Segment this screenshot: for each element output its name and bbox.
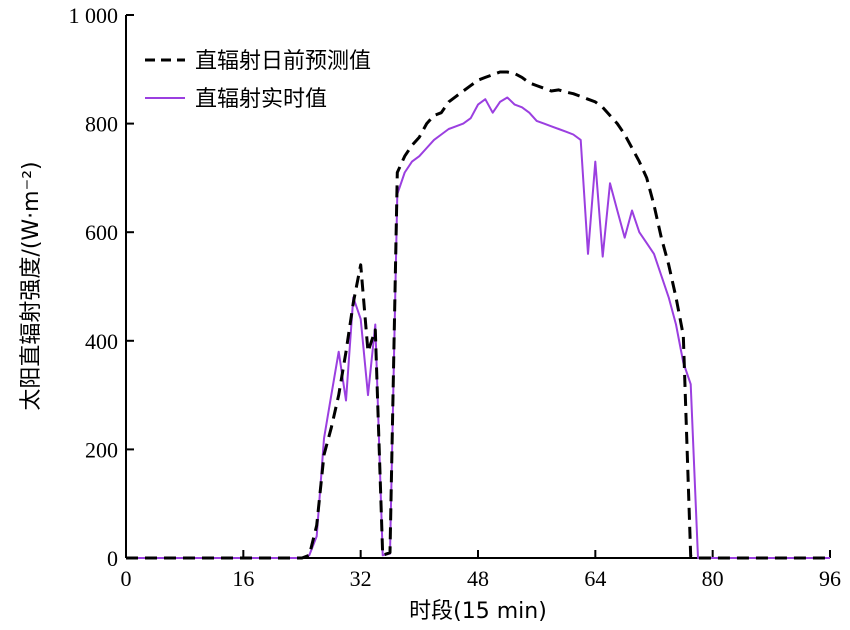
legend-actual-label: 直辐射实时值 <box>195 87 327 112</box>
x-tick-label: 32 <box>350 566 372 591</box>
y-tick-label: 400 <box>85 329 118 354</box>
x-tick-label: 80 <box>702 566 724 591</box>
x-tick-label: 0 <box>121 566 132 591</box>
plot-area: 0 200 400 600 800 1 000 0 16 32 48 64 80 96 <box>69 3 842 591</box>
x-tick-label: 64 <box>584 566 606 591</box>
x-tick-label: 96 <box>819 566 841 591</box>
y-tick-label: 200 <box>85 437 118 462</box>
legend-forecast-label: 直辐射日前预测值 <box>195 49 371 74</box>
x-ticks: 0 16 32 48 64 80 96 <box>121 550 841 591</box>
x-tick-label: 48 <box>467 566 489 591</box>
y-tick-label: 1 000 <box>69 3 119 28</box>
y-ticks: 0 200 400 600 800 1 000 <box>69 3 134 571</box>
legend: 直辐射日前预测值 直辐射实时值 <box>145 49 371 112</box>
y-tick-label: 600 <box>85 220 118 245</box>
y-tick-label: 0 <box>107 546 118 571</box>
series-group <box>126 70 830 560</box>
y-tick-label: 800 <box>85 112 118 137</box>
series-actual-line <box>126 96 830 559</box>
series-forecast-line <box>126 70 830 560</box>
x-axis-title: 时段(15 min) <box>409 599 547 624</box>
x-tick-label: 16 <box>232 566 254 591</box>
y-axis-title: 太阳直辐射强度/(W·m⁻²) <box>19 161 44 410</box>
